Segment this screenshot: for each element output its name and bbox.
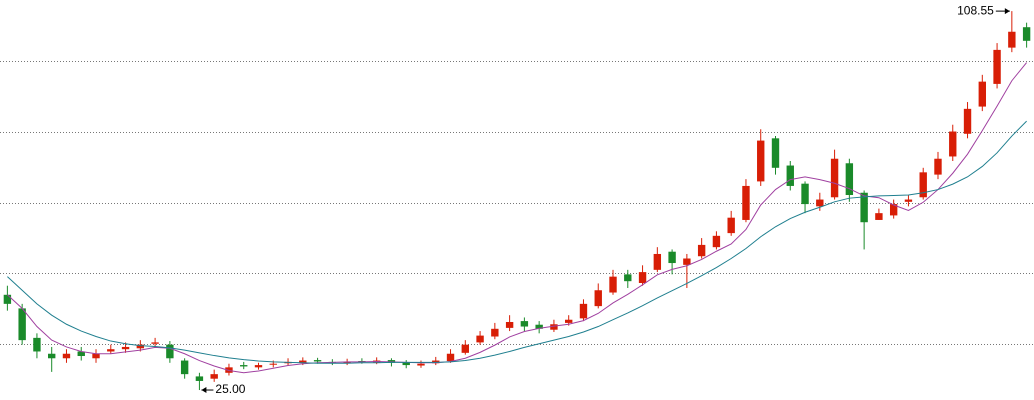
candle-body [978,81,986,107]
candle-body [1008,31,1016,48]
candle-body [830,158,839,198]
candle-body [889,204,898,216]
candle-body [875,213,883,220]
candle-body [668,251,676,264]
candle-body [92,353,100,359]
moving-average [7,120,1027,364]
candle-body [77,351,85,357]
candle-body [476,335,484,343]
candle-body [343,361,351,364]
candle-body [505,321,514,328]
candle-body [136,344,145,349]
candle-body [240,365,248,367]
candle-body [313,360,322,362]
candle-body [535,324,543,329]
candle-body [151,342,159,344]
candle-body [402,362,410,366]
candle-body [550,324,558,330]
candle-body [121,346,130,350]
candle-body [1022,27,1031,41]
candle-body [801,183,809,205]
candle-body [107,349,115,352]
candle-body [269,363,277,365]
candle-body [638,272,647,283]
candle-body [727,217,735,234]
candle-body [609,276,617,293]
candle-body [417,363,425,366]
candle-body [33,337,41,352]
candle-body [624,274,632,282]
candle-body [683,258,691,265]
candle-body [299,360,307,363]
candle-body [712,235,721,248]
candle-body [845,163,854,196]
candle-body [949,131,957,157]
candle-body [254,365,263,368]
candle-body [653,253,662,270]
candle-body [742,185,750,220]
annotation-label: 108.55 [957,3,994,17]
candle-body [180,360,189,375]
candle-body [993,49,1001,84]
candle-body [697,244,706,257]
candle-body [963,108,972,134]
candle-body [210,374,218,379]
candle-body [461,344,469,353]
annotation-arrowhead [1004,8,1010,15]
candle-body [579,303,588,319]
candle-body [594,290,602,307]
candle-body [771,138,780,168]
candle-body [934,158,942,175]
moving-average [7,62,1028,374]
candle-body [491,328,499,337]
candle-body [62,353,71,359]
candle-body [446,353,455,361]
candle-body [3,294,12,304]
candle-body [565,319,573,323]
candle-body [860,192,868,223]
candle-body [48,353,56,359]
candle-body [18,308,26,341]
candle-body [166,344,174,359]
annotation-arrowhead [201,387,207,394]
candle-body [904,199,913,202]
annotation-label: 25.00 [215,382,245,396]
candle-body [195,376,204,381]
candle-body [757,140,765,182]
candle-body [919,172,927,198]
candle-body [786,165,794,186]
candle-body [520,321,529,327]
candle-body [816,199,824,207]
